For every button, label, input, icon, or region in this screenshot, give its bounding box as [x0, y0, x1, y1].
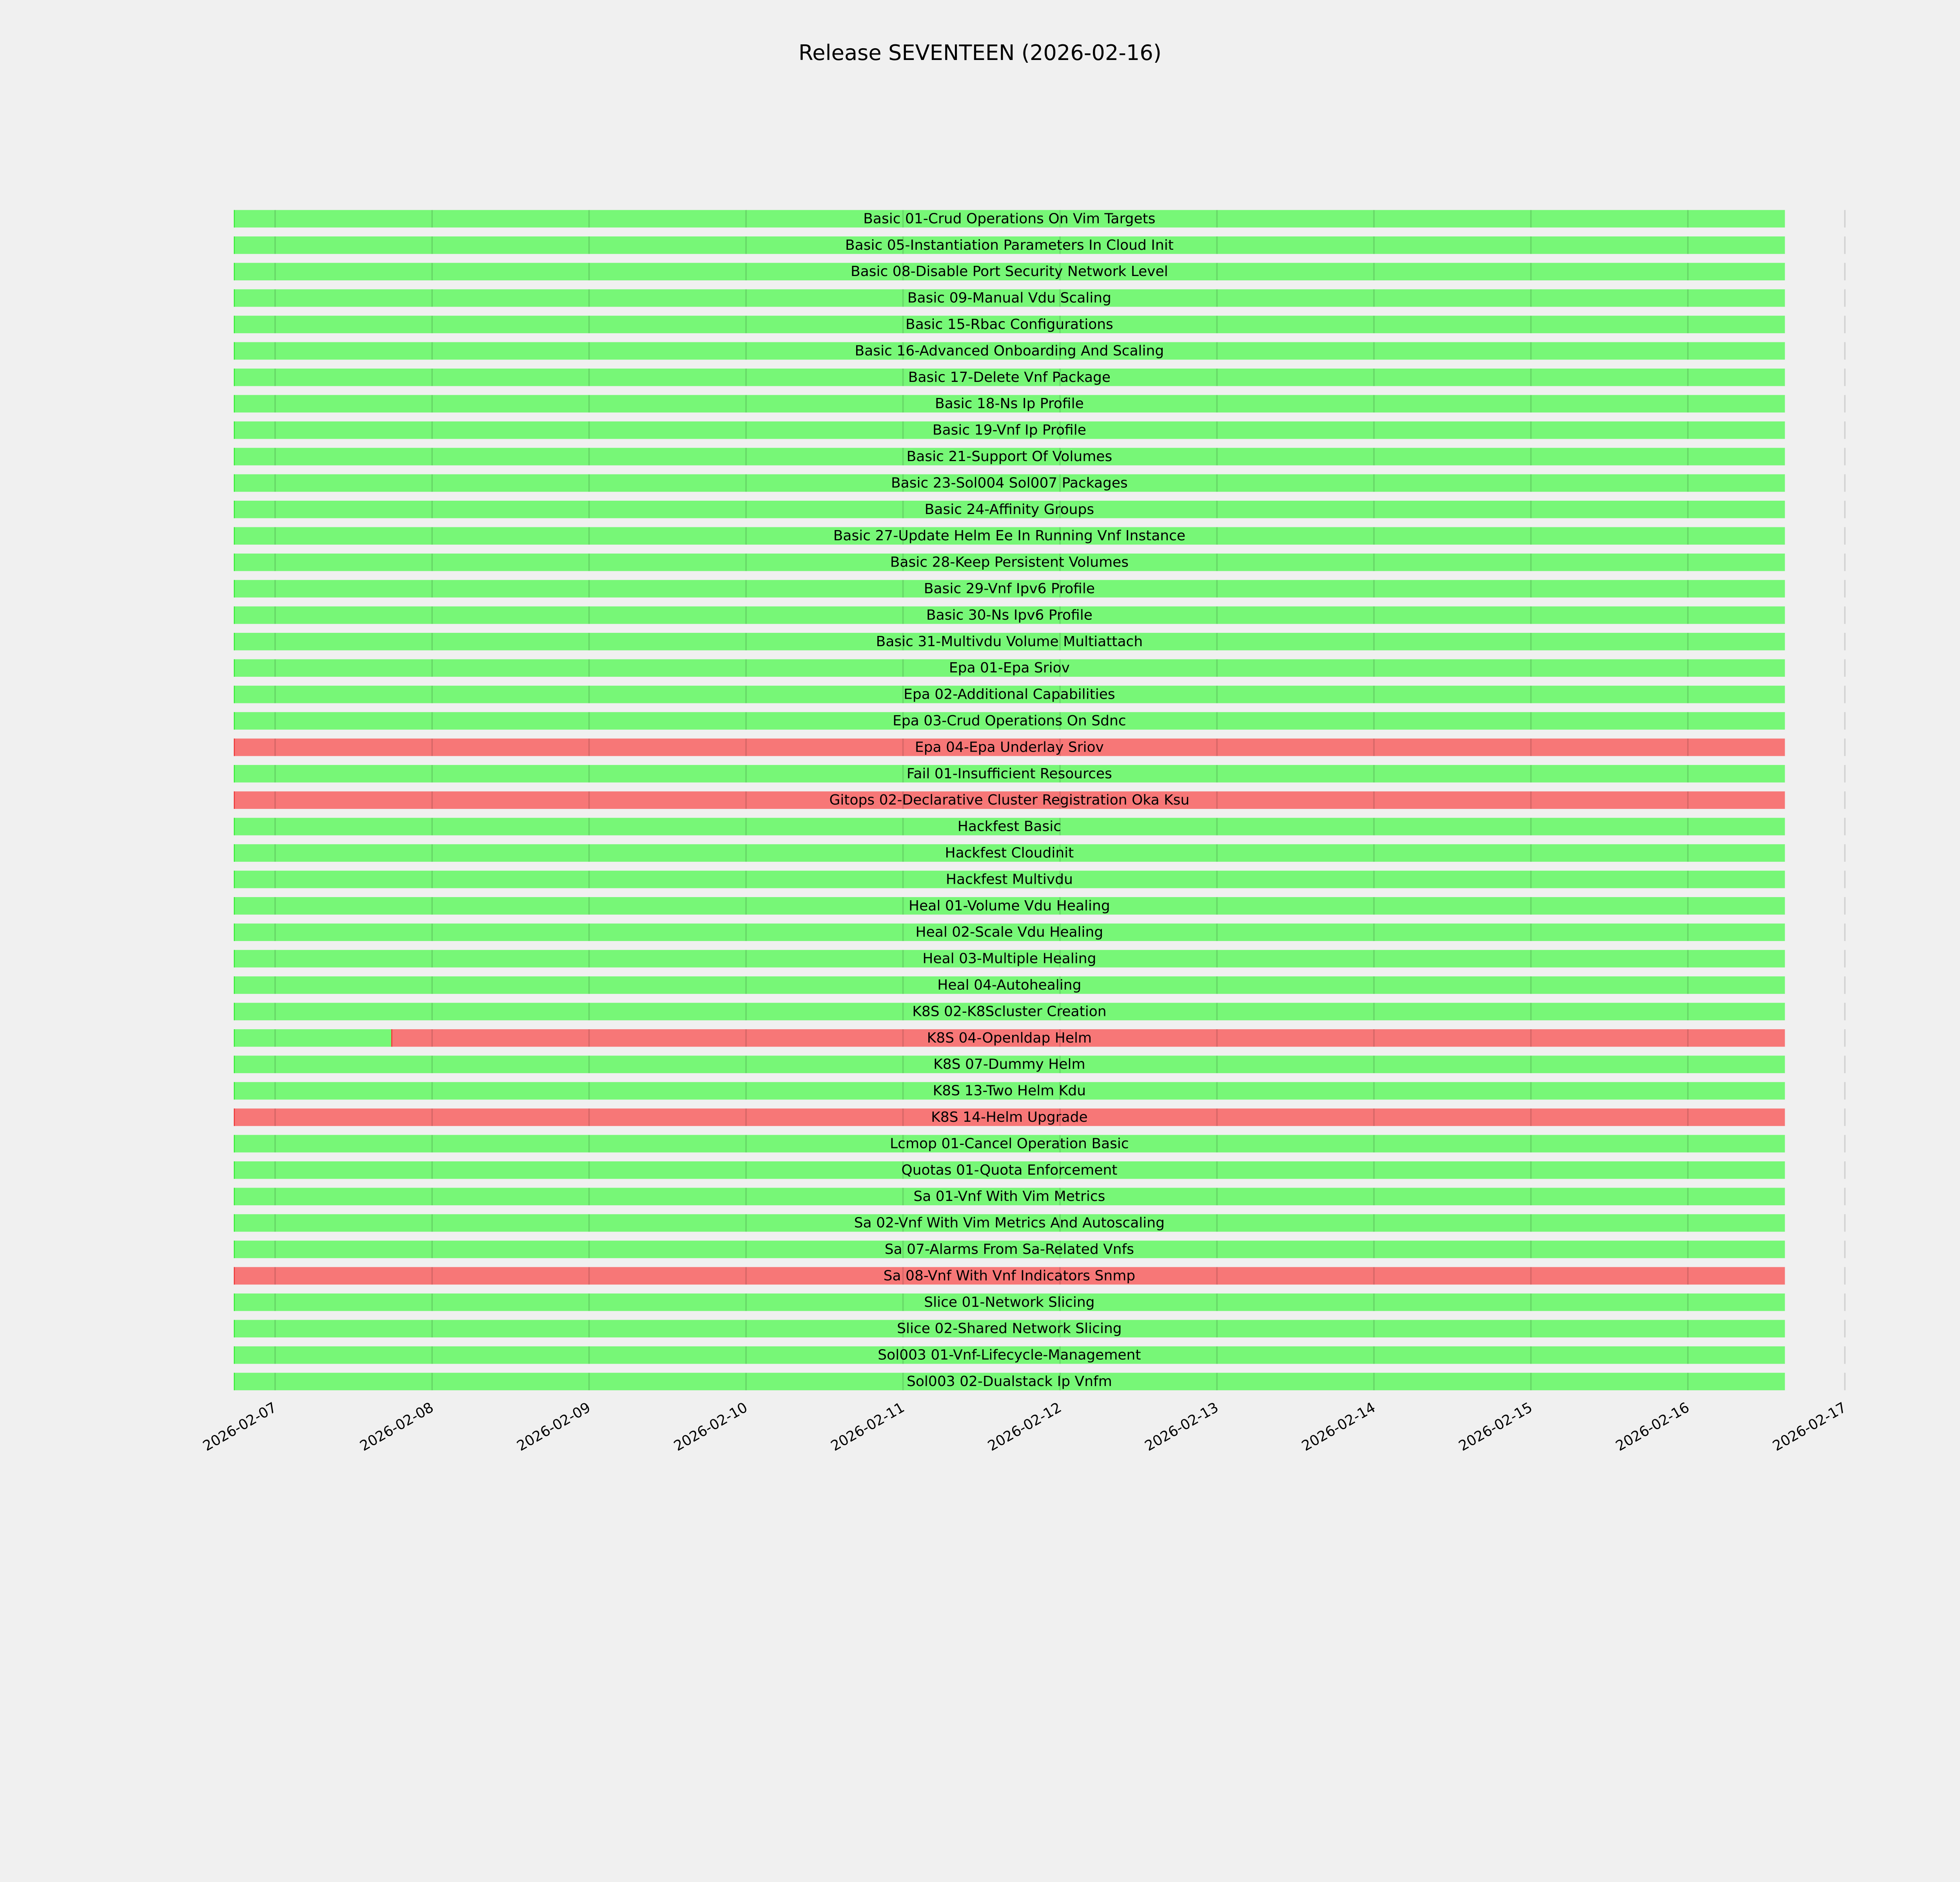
test-label: Sa 02-Vnf With Vim Metrics And Autoscali… — [854, 1215, 1165, 1231]
bar-segment-pass — [234, 633, 1785, 650]
bar-segment-pass — [234, 870, 1785, 888]
bar-segment-pass — [234, 501, 1785, 518]
bar-segment-pass — [234, 923, 1785, 941]
bar-segment-pass — [234, 474, 1785, 492]
test-label: K8S 04-Openldap Helm — [927, 1030, 1092, 1046]
bar-segment-pass — [234, 395, 1785, 413]
test-label: K8S 07-Dummy Helm — [933, 1056, 1085, 1072]
test-label: Basic 17-Delete Vnf Package — [908, 369, 1111, 385]
bar-segment-pass — [234, 1241, 1785, 1258]
bar-segment-pass — [234, 1029, 392, 1047]
test-label: Basic 28-Keep Persistent Volumes — [890, 554, 1129, 570]
test-label: Basic 21-Support Of Volumes — [907, 449, 1112, 465]
bar-segment-fail — [234, 738, 1785, 756]
bar-segment-pass — [234, 421, 1785, 439]
bar-segment-pass — [234, 950, 1785, 968]
test-label: Basic 05-Instantiation Parameters In Clo… — [845, 237, 1174, 253]
bar-segment-pass — [234, 685, 1785, 703]
bar-segment-pass — [234, 976, 1785, 994]
bar-segment-pass — [234, 1293, 1785, 1311]
bar-segment-pass — [234, 210, 1785, 228]
bar-segment-fail — [234, 1108, 1785, 1126]
test-label: Basic 30-Ns Ipv6 Profile — [926, 607, 1093, 623]
bar-segment-pass — [234, 1373, 1785, 1390]
test-label: Sol003 02-Dualstack Ip Vnfm — [907, 1373, 1112, 1390]
bar-segment-pass — [234, 1135, 1785, 1153]
bar-segment-pass — [234, 580, 1785, 598]
test-label: Basic 29-Vnf Ipv6 Profile — [924, 581, 1095, 597]
bar-segment-fail — [391, 1029, 1785, 1047]
bar-segment-pass — [234, 236, 1785, 254]
bar-segment-pass — [234, 606, 1785, 624]
bar-segment-pass — [234, 1161, 1785, 1179]
test-label: K8S 13-Two Helm Kdu — [933, 1083, 1086, 1099]
test-label: Epa 04-Epa Underlay Sriov — [915, 739, 1104, 755]
test-label: Sol003 01-Vnf-Lifecycle-Management — [878, 1347, 1141, 1363]
bar-segment-pass — [234, 844, 1785, 862]
bar-segment-pass — [234, 289, 1785, 307]
bar-segment-pass — [234, 765, 1785, 783]
test-label: Slice 02-Shared Network Slicing — [897, 1321, 1122, 1337]
bar-segment-pass — [234, 1346, 1785, 1364]
bar-segment-fail — [234, 791, 1785, 809]
bar-segment-pass — [234, 817, 1785, 836]
bar-segment-pass — [234, 1055, 1785, 1074]
bar-segment-pass — [234, 342, 1785, 360]
test-label: Basic 27-Update Helm Ee In Running Vnf I… — [833, 528, 1185, 544]
test-label: Fail 01-Insufficient Resources — [907, 766, 1112, 782]
bar-segment-pass — [234, 553, 1785, 571]
bars-layer — [234, 210, 1785, 1390]
bar-segment-pass — [234, 1214, 1785, 1232]
bar-segment-pass — [234, 369, 1785, 386]
test-label: Basic 08-Disable Port Security Network L… — [851, 263, 1168, 280]
test-label: Heal 04-Autohealing — [937, 977, 1081, 993]
test-label: Heal 02-Scale Vdu Healing — [916, 924, 1103, 940]
grid-layer — [274, 210, 1846, 1390]
test-label: Basic 16-Advanced Onboarding And Scaling — [855, 343, 1164, 359]
test-label: K8S 02-K8Scluster Creation — [912, 1003, 1106, 1019]
test-label: Basic 18-Ns Ip Profile — [935, 396, 1084, 412]
bar-segment-pass — [234, 1320, 1785, 1338]
test-label: Basic 09-Manual Vdu Scaling — [907, 290, 1111, 306]
test-label: Slice 01-Network Slicing — [924, 1294, 1094, 1310]
bar-segment-pass — [234, 1188, 1785, 1206]
test-label: Basic 31-Multivdu Volume Multiattach — [876, 634, 1143, 650]
test-label: Basic 24-Affinity Groups — [925, 501, 1094, 518]
labels-layer: Basic 01-Crud Operations On Vim Targets B… — [829, 211, 1189, 1390]
test-label: Quotas 01-Quota Enforcement — [901, 1162, 1117, 1178]
test-label: Sa 01-Vnf With Vim Metrics — [913, 1188, 1105, 1204]
bar-segment-pass — [234, 659, 1785, 677]
test-label: Gitops 02-Declarative Cluster Registrati… — [829, 792, 1189, 808]
test-label: Basic 01-Crud Operations On Vim Targets — [863, 211, 1155, 227]
test-label: Hackfest Multivdu — [946, 871, 1073, 887]
test-label: Heal 03-Multiple Healing — [922, 951, 1096, 967]
test-label: K8S 14-Helm Upgrade — [931, 1109, 1087, 1125]
test-label: Epa 03-Crud Operations On Sdnc — [893, 713, 1126, 729]
bar-segment-pass — [234, 897, 1785, 915]
test-label: Sa 08-Vnf With Vnf Indicators Snmp — [884, 1268, 1136, 1284]
bar-segment-pass — [234, 1082, 1785, 1100]
test-label: Basic 19-Vnf Ip Profile — [933, 422, 1086, 438]
test-label: Epa 01-Epa Sriov — [949, 660, 1070, 676]
test-label: Hackfest Cloudinit — [945, 845, 1074, 861]
test-label: Basic 23-Sol004 Sol007 Packages — [891, 475, 1128, 491]
test-label: Sa 07-Alarms From Sa-Related Vnfs — [885, 1241, 1134, 1257]
test-label: Heal 01-Volume Vdu Healing — [909, 898, 1110, 914]
bar-segment-fail — [234, 1267, 1785, 1285]
test-label: Basic 15-Rbac Configurations — [906, 316, 1113, 332]
test-label: Lcmop 01-Cancel Operation Basic — [890, 1135, 1129, 1152]
bar-segment-pass — [234, 712, 1785, 730]
bar-segment-pass — [234, 316, 1785, 333]
bar-segment-pass — [234, 527, 1785, 545]
test-label: Epa 02-Additional Capabilities — [904, 687, 1115, 703]
bar-segment-pass — [234, 1003, 1785, 1021]
bar-segment-pass — [234, 448, 1785, 465]
gantt-chart: Release SEVENTEEN (2026-02-16) Basic 01-… — [200, 40, 1849, 1455]
test-label: Hackfest Basic — [958, 819, 1061, 835]
bar-segment-pass — [234, 263, 1785, 281]
chart-title: Release SEVENTEEN (2026-02-16) — [799, 40, 1161, 65]
